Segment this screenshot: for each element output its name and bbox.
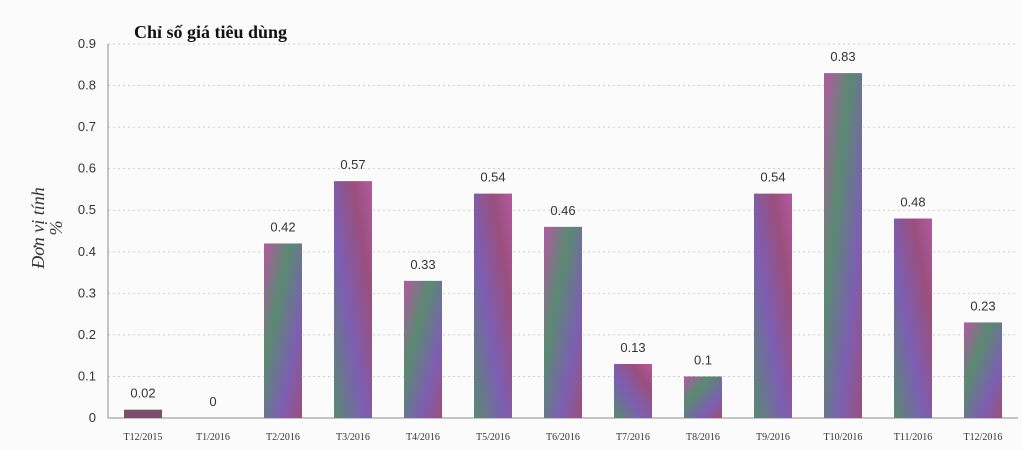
x-tick-label: T9/2016 [756, 432, 790, 443]
y-axis-label: Đơn vị tính% [28, 187, 66, 270]
y-tick-label: 0.9 [78, 36, 96, 51]
bar [124, 409, 162, 418]
y-tick-label: 0.2 [78, 327, 96, 342]
bar [894, 218, 932, 418]
bar [614, 363, 652, 418]
bars-group [124, 73, 1002, 418]
x-tick-label: T1/2016 [196, 432, 230, 443]
data-label: 0.13 [620, 340, 645, 355]
x-tick-label: T11/2016 [894, 432, 933, 443]
x-tick-label: T3/2016 [336, 432, 370, 443]
x-tick-label: T7/2016 [616, 432, 650, 443]
data-label: 0.33 [410, 257, 435, 272]
data-label: 0.46 [550, 203, 575, 218]
data-label: 0.1 [694, 352, 712, 367]
data-label: 0.42 [270, 219, 295, 234]
y-tick-label: 0.7 [78, 119, 96, 134]
x-tick-label: T2/2016 [266, 432, 300, 443]
y-tick-label: 0.8 [78, 78, 96, 93]
x-tick-label: T10/2016 [824, 432, 863, 443]
x-tick-label: T4/2016 [406, 432, 440, 443]
data-label: 0.57 [340, 157, 365, 172]
tick-labels-group: 0 0.1 0.2 0.3 0.4 0.5 0.6 0.7 0.8 0.9 T12/2015 T1/2… [78, 36, 1003, 443]
bar [264, 243, 302, 418]
bar [824, 73, 862, 418]
x-tick-label: T6/2016 [546, 432, 580, 443]
x-tick-label: T12/2015 [124, 432, 163, 443]
data-labels-group: 0.02 0 0.42 0.57 0.33 0.54 0.46 0.13 0.1 0.54 0.83… [130, 49, 995, 409]
data-label: 0.83 [830, 49, 855, 64]
bar [334, 181, 372, 418]
y-tick-label: 0.1 [78, 368, 96, 383]
bar [474, 193, 512, 418]
bar [754, 193, 792, 418]
bar [964, 322, 1002, 418]
data-label: 0.54 [480, 170, 505, 185]
y-tick-label: 0.6 [78, 161, 96, 176]
y-tick-label: 0.3 [78, 285, 96, 300]
y-tick-label: 0.5 [78, 202, 96, 217]
data-label: 0.23 [970, 298, 995, 313]
bar [684, 376, 722, 418]
bar [544, 226, 582, 418]
chart-title: Chỉ số giá tiêu dùng [134, 22, 287, 42]
data-label: 0.02 [130, 386, 155, 401]
data-label: 0.48 [900, 195, 925, 210]
bar [404, 280, 442, 418]
y-tick-label: 0.4 [78, 244, 96, 259]
data-label: 0.54 [760, 170, 785, 185]
x-tick-label: T5/2016 [476, 432, 510, 443]
y-tick-label: 0 [89, 410, 96, 425]
x-tick-label: T8/2016 [686, 432, 720, 443]
data-label: 0 [209, 394, 216, 409]
x-tick-label: T12/2016 [964, 432, 1003, 443]
